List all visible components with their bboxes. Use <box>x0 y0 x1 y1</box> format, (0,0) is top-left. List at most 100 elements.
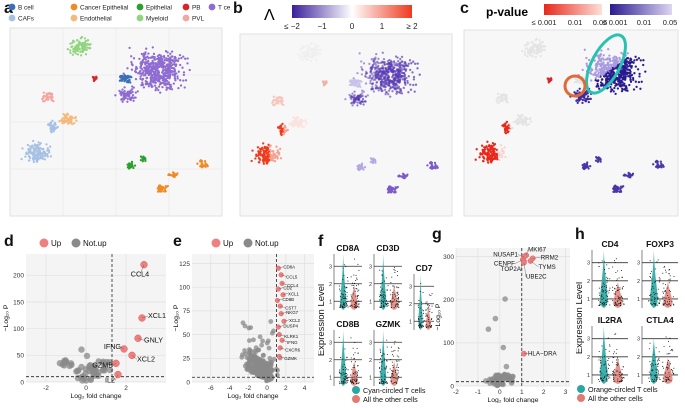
y-tick-label: 300 <box>443 254 454 261</box>
cbar-tick-3: 1 <box>380 22 385 31</box>
legend-swatch <box>71 4 78 11</box>
gene-label: XCL1 <box>288 291 300 296</box>
red-tick-0: ≤ 0.001 <box>532 18 557 27</box>
violin-tick: 1 <box>329 375 332 381</box>
lambda-colorbar <box>292 5 412 18</box>
gene-label: GZMB <box>92 360 113 369</box>
up-point <box>276 287 281 292</box>
panel-c: p-value ≤ 0.001 0.01 0.05 ≤ 0.001 0.01 0… <box>456 0 685 222</box>
legend-item: Epithelial <box>137 4 172 12</box>
violin-tick: 3 <box>637 261 640 267</box>
gene-label: CCL5 <box>286 274 298 279</box>
violin-tick: 1 <box>637 297 640 303</box>
legend-item: PB <box>183 4 201 12</box>
blue-tick-1: 0.01 <box>637 18 652 27</box>
x-tick-label: -4 <box>227 385 233 392</box>
legend-swatch <box>183 4 190 11</box>
up-point <box>113 360 120 367</box>
legend-notup-swatch <box>244 239 253 248</box>
gene-label: NUSAP1 <box>493 252 518 259</box>
legend-label: PVL <box>192 16 205 23</box>
violin-gene-title: CD3D <box>376 243 399 253</box>
group-swatch <box>577 394 585 402</box>
x-tick-label: 0 <box>265 385 269 392</box>
gene-label: MKI67 <box>528 246 546 253</box>
violin-shape-group2 <box>663 358 672 384</box>
gene-label: GNLY <box>144 335 163 344</box>
legend-notup-label: Not.up <box>255 239 279 248</box>
violin-tick: 1 <box>409 319 412 325</box>
panel-b: Λ ≤ −2 −1 0 1 ≥ 2 <box>230 0 458 222</box>
blue-tick-0: ≤ 0.001 <box>603 18 628 27</box>
gene-label: CXCR6 <box>285 347 300 352</box>
violin-tick: 1 <box>369 375 372 381</box>
y-tick-label: 150 <box>13 299 24 306</box>
legend-swatch <box>9 15 16 22</box>
x-tick-label: -2 <box>43 385 49 392</box>
violin-tick: 2 <box>329 358 332 364</box>
gene-label: XCL1 <box>148 311 166 320</box>
up-point <box>277 332 282 337</box>
group-label: All the other cells <box>363 395 418 403</box>
cbar-tick-4: ≥ 2 <box>406 22 418 31</box>
cbar-tick-2: 0 <box>350 22 355 31</box>
x-tick-label: 1 <box>520 389 524 396</box>
x-tick-label: -2 <box>245 385 251 392</box>
legend-item: T cell <box>209 4 230 12</box>
gene-label: CD8B <box>282 297 294 302</box>
violin-gene-title: IL2RA <box>598 315 623 325</box>
gene-label: NKG7 <box>286 310 299 315</box>
x-tick-label: 3 <box>564 389 568 396</box>
gene-label: RRM2 <box>541 254 559 261</box>
y-tick-label: 200 <box>443 297 454 304</box>
legend-item: Myeloid <box>137 15 169 23</box>
legend-swatch <box>9 4 16 11</box>
group-label: Cyan-circled T cells <box>363 386 426 395</box>
gene-label: XCL2 <box>289 318 301 323</box>
legend-label: PB <box>192 5 201 12</box>
violin-tick: 3 <box>409 284 412 290</box>
violin-shape-group1 <box>380 330 386 386</box>
up-point <box>277 354 282 359</box>
violin-tick: 3 <box>369 264 372 270</box>
violin-gene-title: GZMK <box>375 319 401 329</box>
violin-tick: 2 <box>587 355 590 361</box>
group-label: Orange-circled T cells <box>588 385 658 394</box>
violin-tick: 2 <box>637 355 640 361</box>
gene-label: IFNG <box>104 342 122 351</box>
violin-gene-title: CTLA4 <box>646 315 674 325</box>
cbar-tick-1: −1 <box>317 22 327 31</box>
x-tick-label: 0 <box>84 385 88 392</box>
violin-shape-group2 <box>391 285 398 310</box>
violin-tick: 2 <box>409 302 412 308</box>
group-label: All the other cells <box>588 394 643 403</box>
legend-swatch <box>137 15 144 22</box>
violin-tick: 2 <box>329 282 332 288</box>
legend-item: Endothelial <box>71 15 112 23</box>
up-point <box>276 325 281 330</box>
y-tick-label: 200 <box>13 273 24 280</box>
gene-label: CD2 <box>283 286 292 291</box>
violin-tick: 1 <box>587 297 590 303</box>
legend-up-swatch <box>40 239 49 248</box>
umap-cluster-pvl <box>41 92 54 103</box>
legend-label: CAFs <box>18 16 34 23</box>
violin-tick: 3 <box>329 340 332 346</box>
up-point <box>280 338 285 343</box>
legend-up-swatch <box>212 239 221 248</box>
x-tick-label: 0 <box>498 389 502 396</box>
red-tick-1: 0.01 <box>568 18 583 27</box>
panel-c-svg: p-value ≤ 0.001 0.01 0.05 ≤ 0.001 0.01 0… <box>456 0 685 222</box>
